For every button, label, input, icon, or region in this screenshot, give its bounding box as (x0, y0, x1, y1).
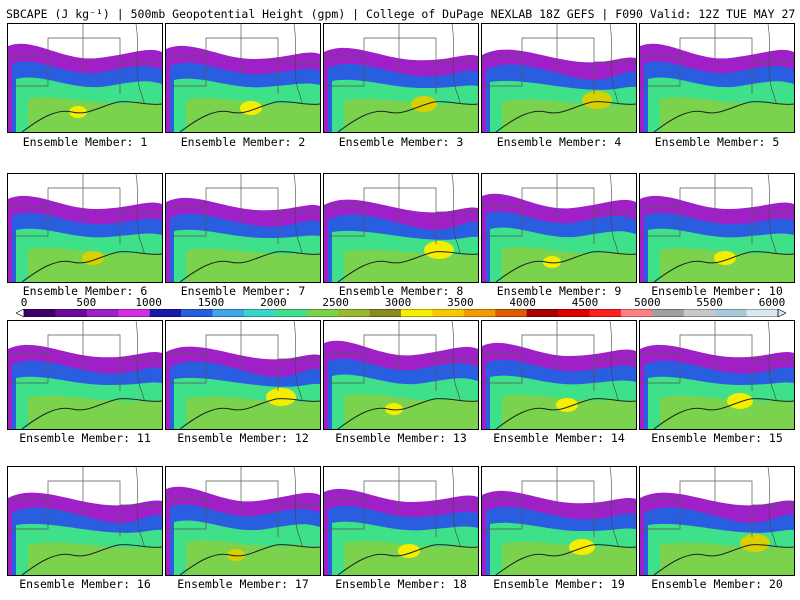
ensemble-member-label: Ensemble Member: 7 (180, 284, 306, 298)
colorbar-segment (338, 309, 370, 317)
ensemble-member-label: Ensemble Member: 12 (177, 431, 309, 445)
ensemble-member-label: Ensemble Member: 15 (651, 431, 783, 445)
colorbar-tick-label: 5500 (696, 296, 723, 309)
colorbar-tick-label: 1000 (135, 296, 162, 309)
colorbar-segment (24, 309, 56, 317)
colorbar-segment (401, 309, 433, 317)
ensemble-member-map (639, 466, 795, 576)
ensemble-member-label: Ensemble Member: 19 (493, 577, 625, 591)
colorbar-tick-label: 3500 (447, 296, 474, 309)
ensemble-member-label: Ensemble Member: 6 (22, 284, 148, 298)
ensemble-member-map (323, 23, 479, 133)
colorbar-segment (652, 309, 685, 317)
colorbar-segment (55, 309, 88, 317)
ensemble-member-label: Ensemble Member: 5 (654, 135, 780, 149)
ensemble-member-map (323, 466, 479, 576)
ensemble-member-map (7, 320, 163, 430)
ensemble-member-map (639, 23, 795, 133)
ensemble-member-label: Ensemble Member: 2 (180, 135, 306, 149)
colorbar-segment (558, 309, 590, 317)
colorbar-tick-label: 2500 (322, 296, 349, 309)
ensemble-member-map (639, 320, 795, 430)
ensemble-member-label: Ensemble Member: 18 (335, 577, 467, 591)
colorbar-segment (526, 309, 559, 317)
colorbar-segment (495, 309, 527, 317)
colorbar-segment (181, 309, 213, 317)
colorbar-tick-label: 1500 (197, 296, 225, 309)
colorbar-segment (149, 309, 182, 317)
ensemble-member-label: Ensemble Member: 4 (496, 135, 622, 149)
ensemble-member-map (481, 466, 637, 576)
colorbar-segment (683, 309, 716, 317)
ensemble-member-map (165, 173, 321, 283)
colorbar-segment (463, 309, 496, 317)
ensemble-member-map (323, 320, 479, 430)
ensemble-member-map (165, 23, 321, 133)
colorbar-segment (432, 309, 465, 317)
ensemble-member-label: Ensemble Member: 17 (177, 577, 309, 591)
ensemble-member-label: Ensemble Member: 3 (338, 135, 464, 149)
ensemble-member-label: Ensemble Member: 20 (651, 577, 783, 591)
colorbar-tick-label: 4000 (509, 296, 536, 309)
colorbar-tick-label: 2000 (260, 296, 287, 309)
colorbar-tick-label: 3000 (384, 296, 412, 309)
colorbar (16, 309, 786, 317)
colorbar-segment (212, 309, 245, 317)
ensemble-member-label: Ensemble Member: 10 (651, 284, 783, 298)
ensemble-member-map (639, 173, 795, 283)
ensemble-member-map (7, 23, 163, 133)
colorbar-tick-label: 5000 (634, 296, 661, 309)
colorbar-segment (275, 309, 308, 317)
colorbar-segment (715, 309, 747, 317)
ensemble-member-label: Ensemble Member: 16 (19, 577, 151, 591)
colorbar-segment (243, 309, 276, 317)
colorbar-tick-label: 6000 (758, 296, 786, 309)
colorbar-segment (620, 309, 653, 317)
ensemble-member-label: Ensemble Member: 11 (19, 431, 151, 445)
ensemble-member-map (165, 320, 321, 430)
ensemble-member-label: Ensemble Member: 13 (335, 431, 467, 445)
colorbar-segment (589, 309, 622, 317)
map-title: SBCAPE (J kg⁻¹) | 500mb Geopotential Hei… (6, 7, 800, 21)
colorbar-segment (369, 309, 402, 317)
colorbar-segment (746, 309, 779, 317)
ensemble-member-label: Ensemble Member: 9 (496, 284, 622, 298)
colorbar-over-arrow (777, 309, 786, 317)
ensemble-member-map (481, 23, 637, 133)
ensemble-member-map (7, 173, 163, 283)
ensemble-member-label: Ensemble Member: 14 (493, 431, 625, 445)
colorbar-segment (118, 309, 150, 317)
colorbar-under-arrow (16, 309, 25, 317)
ensemble-member-map (7, 466, 163, 576)
ensemble-member-map (165, 466, 321, 576)
ensemble-member-map (323, 173, 479, 283)
colorbar-segment (306, 309, 339, 317)
ensemble-member-label: Ensemble Member: 8 (338, 284, 464, 298)
ensemble-member-label: Ensemble Member: 1 (22, 135, 148, 149)
colorbar-segment (86, 309, 119, 317)
colorbar-tick-label: 4500 (571, 296, 599, 309)
ensemble-member-map (481, 320, 637, 430)
colorbar-tick-label: 500 (76, 296, 97, 309)
colorbar-tick-label: 0 (20, 296, 28, 309)
ensemble-member-map (481, 173, 637, 283)
